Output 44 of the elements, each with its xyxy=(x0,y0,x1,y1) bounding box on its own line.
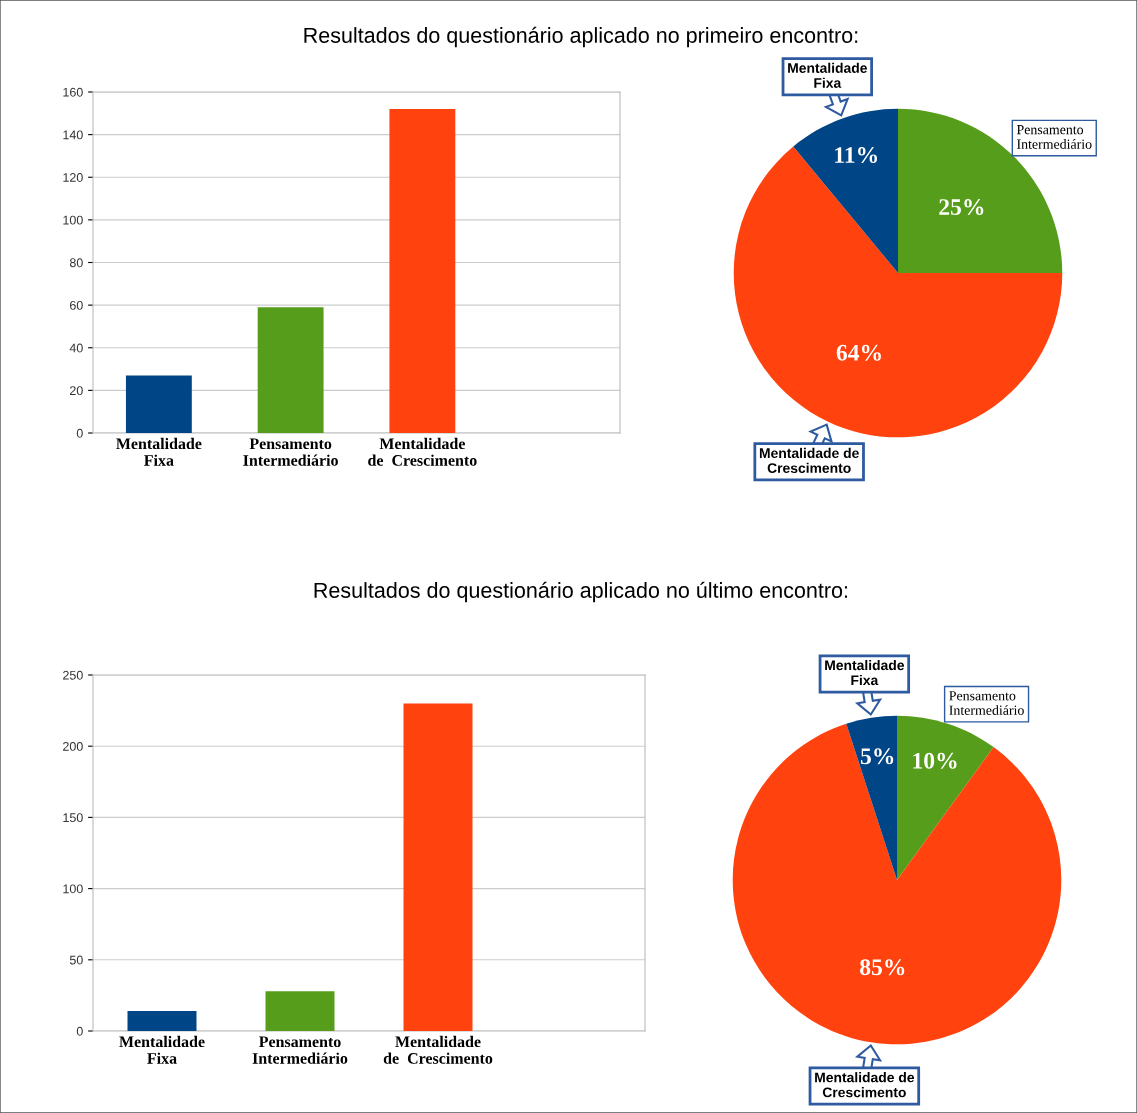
y-tick-label: 100 xyxy=(63,884,83,894)
bar xyxy=(403,703,473,1031)
y-tick-label: 200 xyxy=(63,742,83,751)
y-tick-label: 100 xyxy=(63,215,83,225)
y-tick-label: 250 xyxy=(63,670,83,680)
bar xyxy=(389,109,456,433)
y-tick-label: 150 xyxy=(63,813,83,823)
pie-slice xyxy=(793,108,898,273)
pie-slice xyxy=(732,723,1062,1045)
slice-label: Pensamento Intermediário xyxy=(1016,125,1092,149)
y-tick-label: 0 xyxy=(76,1026,83,1036)
y-tick-label: 80 xyxy=(69,258,83,268)
x-tick-label: Mentalidade de Crescimento xyxy=(383,1035,493,1064)
slice-label: Mentalidade Fixa xyxy=(788,62,867,88)
x-tick-label: Pensamento Intermediário xyxy=(243,438,338,466)
y-tick-label: 160 xyxy=(63,87,83,97)
y-tick-label: 60 xyxy=(70,300,83,310)
y-tick-label: 20 xyxy=(70,386,83,396)
slice-label: Mentalidade de Crescimento xyxy=(815,1072,915,1098)
y-tick-label: 120 xyxy=(63,173,83,182)
slice-label: Mentalidade Fixa xyxy=(825,659,905,686)
text: Resultados do questionário aplicado no primeiro encontro: xyxy=(304,26,858,48)
x-tick-label: Mentalidade de Crescimento xyxy=(368,437,477,466)
data-label: 64% xyxy=(836,344,881,361)
data-label: 85% xyxy=(860,959,905,976)
data-label: 25% xyxy=(939,199,984,216)
y-tick-label: 0 xyxy=(76,428,83,438)
pie-slice xyxy=(897,715,994,880)
x-tick-label: Mentalidade Fixa xyxy=(119,1035,205,1064)
bar xyxy=(257,307,324,433)
bar xyxy=(125,375,192,433)
x-tick-label: Pensamento Intermediário xyxy=(252,1036,348,1064)
y-tick-label: 140 xyxy=(63,130,83,140)
y-tick-label: 40 xyxy=(69,343,83,353)
data-label: 5% xyxy=(860,748,894,765)
data-label: 10% xyxy=(913,752,957,769)
data-label: 11% xyxy=(835,147,878,164)
pie-slice xyxy=(846,715,897,880)
bar xyxy=(127,1011,197,1031)
x-tick-label: Mentalidade Fixa xyxy=(116,437,202,466)
bar xyxy=(265,991,335,1031)
slice-label: Pensamento Intermediário xyxy=(949,691,1024,715)
text: Resultados do questionário aplicado no último encontro: xyxy=(314,581,848,603)
y-tick-label: 50 xyxy=(69,955,83,965)
